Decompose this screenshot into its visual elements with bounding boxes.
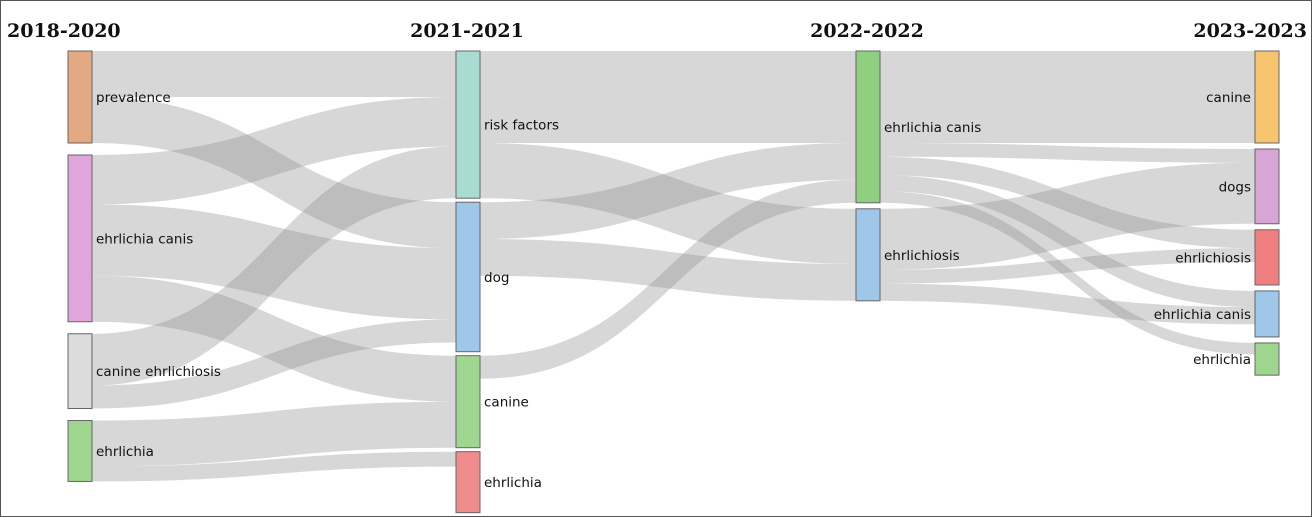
link-c0_ehrlichia_canis-to-c1_risk_factors: [92, 97, 456, 205]
node-c1_dog: [455, 201, 481, 353]
node-c0_ehrlichia: [67, 420, 93, 482]
label-c1_ehrlichia: ehrlichia: [484, 475, 542, 491]
link-c2_ehrlichia_canis-to-c3_dogs: [880, 143, 1255, 163]
link-c1_dog-to-c2_ehrlichia_canis: [480, 143, 856, 239]
label-c1_risk_factors: risk factors: [484, 118, 559, 134]
link-c0_ehrlichia_canis-to-c1_dog: [92, 204, 456, 320]
label-c1_dog: dog: [484, 270, 509, 286]
label-c1_canine: canine: [484, 395, 529, 411]
node-c0_canine_ehrlichiosis: [67, 333, 93, 409]
node-c3_canine: [1254, 50, 1280, 144]
link-c0_ehrlichia-to-c1_ehrlichia: [92, 451, 456, 482]
label-c3_ehrlichia: ehrlichia: [1193, 352, 1251, 368]
label-c3_ehrlichiosis: ehrlichiosis: [1175, 250, 1251, 266]
link-c0_canine_ehrlichiosis-to-c1_risk_factors: [92, 146, 456, 386]
link-c0_ehrlichia_canis-to-c1_canine: [92, 275, 456, 402]
link-c0_prevalence-to-c1_dog: [92, 97, 456, 249]
label-c3_ehrlichia_canis: ehrlichia canis: [1154, 307, 1251, 323]
link-c2_ehrlichia_canis-to-c3_ehrlichia_canis: [880, 175, 1255, 308]
link-c0_canine_ehrlichiosis-to-c1_dog: [92, 319, 456, 409]
node-c3_ehrlichiosis: [1254, 229, 1280, 286]
period-headers: 2018-2020 2021-2021 2022-2022 2023-2023: [7, 20, 1307, 42]
node-c3_dogs: [1254, 148, 1280, 225]
link-c1_canine-to-c2_ehrlichia_canis: [480, 179, 856, 379]
link-c2_ehrlichiosis-to-c3_dogs: [880, 162, 1255, 270]
node-c0_prevalence: [67, 50, 93, 144]
links-layer: [92, 51, 1255, 482]
link-c1_risk_factors-to-c2_ehrlichia_canis: [480, 51, 856, 143]
period-header-0: 2018-2020: [7, 20, 121, 42]
label-c3_dogs: dogs: [1219, 179, 1251, 195]
label-c0_ehrlichia_canis: ehrlichia canis: [96, 231, 193, 247]
node-c3_ehrlichia_canis: [1254, 290, 1280, 338]
link-c2_ehrlichia_canis-to-c3_canine: [880, 51, 1255, 143]
link-c2_ehrlichia_canis-to-c3_ehrlichiosis: [880, 156, 1255, 249]
label-c0_ehrlichia: ehrlichia: [96, 444, 154, 460]
link-c0_ehrlichia-to-c1_canine: [92, 401, 456, 467]
link-c2_ehrlichiosis-to-c3_ehrlichiosis: [880, 248, 1255, 284]
label-c2_ehrlichiosis: ehrlichiosis: [884, 248, 960, 264]
period-header-1: 2021-2021: [410, 20, 524, 42]
link-c2_ehrlichiosis-to-c3_ehrlichia_canis: [880, 283, 1255, 325]
labels-layer: prevalence ehrlichia canis canine ehrlichi…: [96, 90, 1251, 491]
label-c0_prevalence: prevalence: [96, 90, 171, 106]
label-c2_ehrlichia_canis: ehrlichia canis: [884, 120, 981, 136]
link-c0_prevalence-to-c1_risk_factors: [92, 51, 456, 97]
period-header-3: 2023-2023: [1193, 20, 1307, 42]
link-c2_ehrlichia_canis-to-c3_ehrlichia: [880, 191, 1255, 355]
node-c2_ehrlichia_canis: [855, 50, 881, 204]
link-c1_dog-to-c2_ehrlichiosis: [480, 239, 856, 301]
node-c3_ehrlichia: [1254, 342, 1280, 376]
node-c2_ehrlichiosis: [855, 208, 881, 302]
node-c1_risk_factors: [455, 50, 481, 199]
node-c0_ehrlichia_canis: [67, 154, 93, 323]
nodes-layer: [67, 50, 1280, 514]
link-c1_risk_factors-to-c2_ehrlichiosis: [480, 143, 856, 264]
node-c1_canine: [455, 355, 481, 449]
label-c0_canine_ehrlichiosis: canine ehrlichiosis: [96, 364, 221, 380]
period-header-2: 2022-2022: [810, 20, 924, 42]
label-c3_canine: canine: [1206, 90, 1251, 106]
node-c1_ehrlichia: [455, 451, 481, 514]
